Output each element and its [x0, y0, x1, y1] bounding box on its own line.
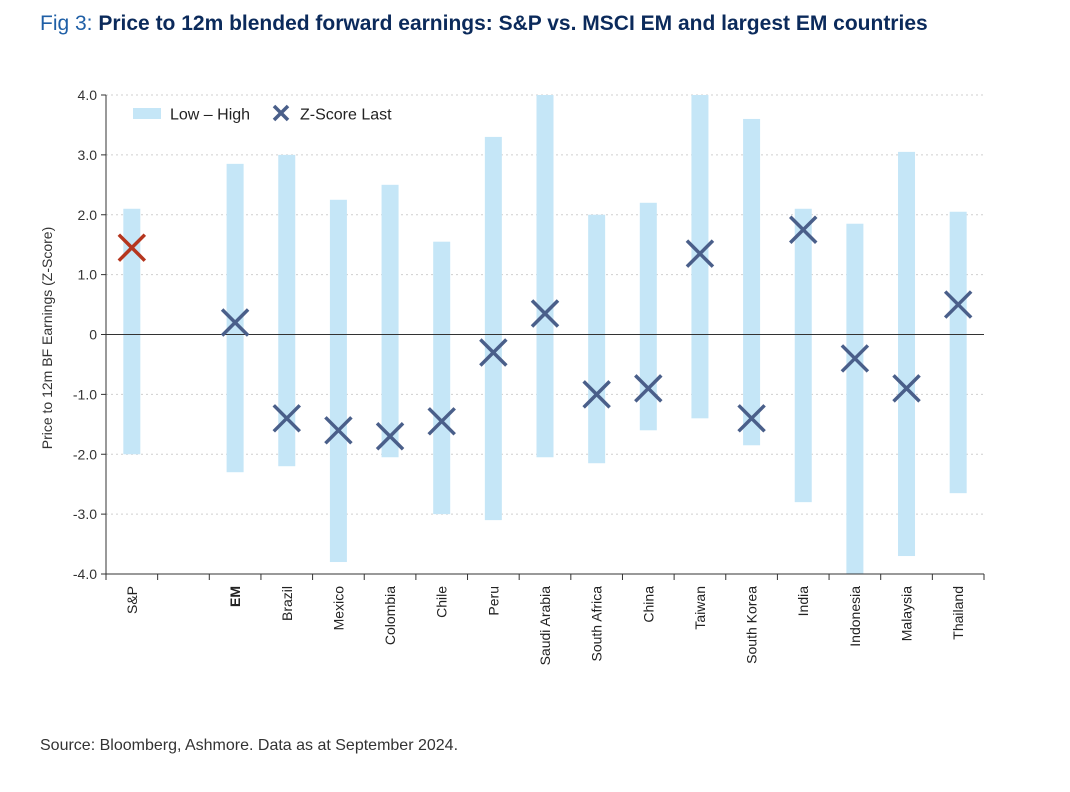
range-bar [123, 208, 141, 455]
range-bar [639, 202, 657, 431]
last-marker [530, 299, 560, 328]
figure-title: Price to 12m blended forward earnings: S… [98, 12, 928, 35]
marker-stroke [530, 299, 560, 328]
last-marker [272, 404, 302, 433]
chart-title: Fig 3: Price to 12m blended forward earn… [40, 12, 928, 36]
range-bar [588, 214, 606, 464]
range-chart: -4.0 -3.0 -2.0 -1.0 0 1.0 2.0 3.0 4.0 S&P EM Brazi… [39, 87, 985, 666]
last-marker [840, 344, 870, 373]
last-marker [479, 338, 508, 367]
last-marker [427, 407, 456, 436]
marker-stroke [272, 404, 302, 433]
range-bar [226, 163, 244, 473]
figure-number: Fig 3: [40, 12, 99, 35]
marker-stroke [840, 344, 870, 373]
marker-stroke [788, 215, 818, 244]
range-bar [278, 154, 296, 467]
category-label: Brazil [279, 586, 295, 621]
marker-stroke [479, 338, 508, 367]
y-tick-label: 2.0 [78, 207, 98, 223]
source-note: Source: Bloomberg, Ashmore. Data as at S… [40, 737, 459, 754]
marker-stroke [634, 374, 663, 403]
y-tick-label: 1.0 [78, 267, 98, 283]
category-label: India [795, 586, 811, 617]
range-bar [846, 223, 864, 574]
y-tick-label: 0 [89, 327, 97, 343]
marker-stroke [943, 290, 973, 319]
y-tick-label: -4.0 [73, 566, 97, 582]
axes: -4.0 -3.0 -2.0 -1.0 0 1.0 2.0 3.0 4.0 [73, 87, 985, 582]
range-bar [381, 184, 399, 458]
category-label: Thailand [950, 586, 966, 640]
legend-marker-icon [272, 104, 290, 122]
category-label: Taiwan [692, 586, 708, 630]
last-marker [892, 374, 921, 403]
marker-stroke [324, 416, 353, 445]
marker-stroke [582, 380, 611, 409]
marker-stroke [892, 374, 921, 403]
last-marker [788, 215, 818, 244]
last-markers [117, 215, 973, 451]
last-marker [685, 239, 715, 268]
legend-range-label: Low – High [170, 107, 250, 124]
marker-stroke [427, 407, 456, 436]
range-bar [433, 241, 451, 515]
last-marker [220, 308, 250, 337]
marker-stroke [117, 233, 147, 262]
last-marker [634, 374, 663, 403]
category-label: Indonesia [847, 586, 863, 647]
last-marker [943, 290, 973, 319]
range-bar [949, 211, 967, 494]
category-label: Malaysia [899, 586, 915, 641]
last-marker [737, 404, 766, 433]
category-label: Chile [434, 586, 450, 618]
range-bar [898, 151, 916, 557]
category-label: South Africa [589, 586, 605, 662]
legend-marker-label: Z-Score Last [300, 107, 392, 124]
category-label: Saudi Arabia [537, 586, 553, 666]
category-label: Colombia [382, 586, 398, 645]
y-tick-label: -1.0 [73, 386, 97, 402]
legend: Low – High Z-Score Last [133, 104, 392, 124]
last-marker [375, 422, 405, 451]
y-tick-label: 3.0 [78, 147, 98, 163]
range-bar [484, 136, 502, 521]
range-bars [123, 95, 967, 574]
category-label: S&P [124, 586, 140, 614]
range-bar [743, 118, 761, 446]
last-marker [582, 380, 611, 409]
category-label: China [640, 586, 656, 623]
category-labels: S&P EM Brazil Mexico Colombia Chile Peru Saudi … [124, 586, 966, 666]
y-tick-label: -3.0 [73, 506, 97, 522]
category-label: Mexico [330, 586, 346, 631]
legend-range-swatch [133, 108, 161, 119]
marker-stroke [737, 404, 766, 433]
range-bar [691, 95, 709, 419]
y-axis-label: Price to 12m BF Earnings (Z-Score) [39, 227, 55, 450]
marker-stroke [375, 422, 405, 451]
range-bar [329, 199, 347, 563]
category-label: EM [227, 586, 243, 607]
range-bar [794, 208, 812, 503]
range-bar [536, 95, 554, 458]
y-tick-label: -2.0 [73, 446, 97, 462]
category-label: Peru [485, 586, 501, 616]
marker-stroke [685, 239, 715, 268]
last-marker [117, 233, 147, 262]
last-marker [324, 416, 353, 445]
marker-stroke [220, 308, 250, 337]
y-tick-label: 4.0 [78, 87, 98, 103]
category-label: South Korea [744, 586, 760, 664]
